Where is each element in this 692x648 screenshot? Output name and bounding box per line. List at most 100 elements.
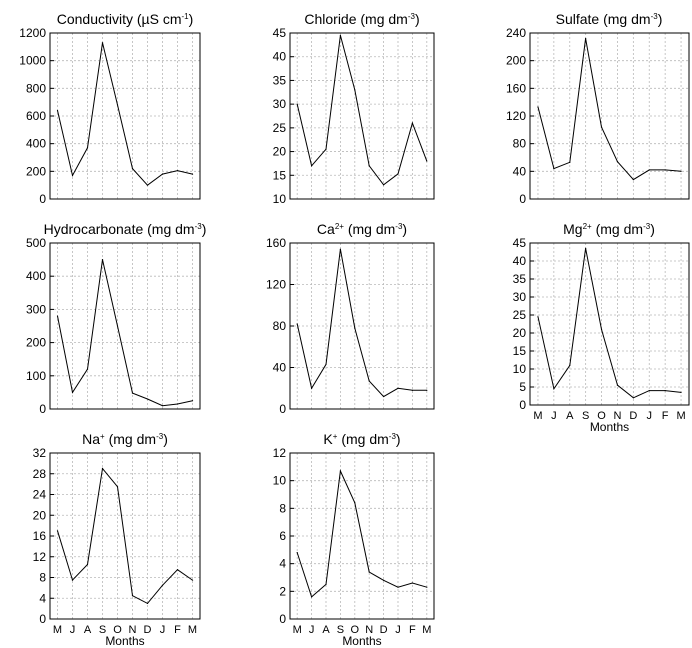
data-point [311, 387, 313, 389]
x-tick-label: M [422, 624, 431, 636]
y-tick-label: 40 [273, 361, 287, 375]
panel-title: Ca2+ (mg dm-3) [317, 221, 407, 237]
data-point [354, 89, 356, 91]
data-point [86, 368, 89, 370]
y-tick-label: 1200 [19, 26, 46, 40]
y-tick-label: 200 [26, 336, 46, 350]
series-line [57, 259, 193, 407]
x-tick-label: D [144, 624, 152, 636]
data-point [311, 596, 313, 598]
data-point [131, 392, 134, 394]
y-tick-label: 45 [513, 236, 527, 250]
data-point [664, 169, 666, 171]
data-point [86, 563, 89, 566]
title-text: ) [415, 11, 420, 27]
data-point [616, 384, 619, 386]
x-tick-label: N [365, 624, 373, 636]
panel-title: K+ (mg dm-3) [323, 431, 400, 447]
title-superscript: -1 [181, 12, 189, 21]
series-line [296, 249, 427, 398]
y-tick-label: 15 [513, 344, 527, 358]
title-superscript: -3 [408, 12, 416, 21]
data-point [56, 530, 59, 532]
title-text: ) [402, 221, 407, 237]
x-tick-label: A [84, 624, 92, 636]
data-point [56, 109, 59, 112]
x-tick-label: A [322, 624, 330, 636]
data-point [553, 388, 555, 390]
title-superscript: -3 [389, 432, 397, 441]
data-point [101, 467, 104, 470]
x-tick-label: M [293, 624, 302, 636]
data-point [600, 328, 603, 330]
x-tick-label: O [597, 410, 606, 422]
y-tick-label: 8 [39, 571, 46, 585]
data-point [397, 387, 399, 389]
title-text: Hydrocarbonate (mg dm [44, 221, 195, 237]
data-point [339, 248, 341, 250]
y-tick-label: 15 [273, 168, 287, 182]
x-tick-label: M [53, 624, 62, 636]
title-text: Mg [563, 221, 582, 237]
title-text: Sulfate (mg dm [556, 11, 651, 27]
y-tick-label: 2 [279, 584, 286, 598]
plot-frame [289, 242, 435, 410]
y-tick-label: 32 [33, 446, 47, 460]
y-tick-label: 160 [266, 236, 286, 250]
y-tick-label: 400 [26, 137, 46, 151]
data-point [161, 584, 164, 586]
x-tick-label: J [551, 410, 557, 422]
y-tick-label: 10 [273, 474, 287, 488]
data-point [569, 364, 571, 366]
data-point [383, 579, 385, 581]
data-point [680, 391, 682, 393]
data-point [325, 148, 327, 150]
data-point [176, 569, 179, 571]
y-tick-label: 4 [279, 557, 286, 571]
data-point [131, 595, 134, 597]
title-text: (mg dm [337, 431, 388, 447]
data-point [296, 323, 298, 325]
data-point [339, 470, 341, 472]
y-tick-label: 5 [519, 380, 526, 394]
y-tick-label: 400 [26, 269, 46, 283]
data-point [411, 389, 413, 391]
data-point [426, 586, 428, 588]
x-tick-label: N [129, 624, 137, 636]
title-superscript: 2+ [583, 222, 592, 231]
title-text: K [323, 431, 333, 447]
panel-1: Conductivity (µS cm-1) 0 200 400 600 800 1000 1… [19, 11, 201, 206]
title-superscript: -3 [195, 222, 203, 231]
y-tick-label: 20 [33, 508, 47, 522]
y-tick-label: 600 [26, 109, 46, 123]
data-point [368, 571, 370, 573]
y-tick-label: 0 [39, 612, 46, 626]
y-tick-label: 6 [279, 529, 286, 543]
plot-frame [529, 242, 690, 406]
y-tick-label: 12 [273, 446, 287, 460]
series-line [57, 42, 193, 186]
series-line [57, 467, 193, 605]
x-tick-label: M [676, 410, 685, 422]
y-tick-label: 500 [26, 236, 46, 250]
data-point [600, 126, 603, 128]
y-tick-label: 200 [26, 164, 46, 178]
panel-title: Sulfate (mg dm-3) [556, 11, 663, 27]
y-tick-label: 0 [279, 402, 286, 416]
x-axis-title: Months [590, 420, 629, 434]
y-tick-label: 12 [33, 550, 47, 564]
x-tick-label: J [647, 410, 653, 422]
x-tick-label: F [409, 624, 416, 636]
data-point [585, 37, 587, 40]
data-point [116, 104, 119, 106]
data-point [354, 327, 356, 329]
y-tick-label: 35 [273, 73, 287, 87]
plot-frame [289, 452, 435, 620]
data-point [397, 173, 399, 175]
y-tick-label: 160 [506, 81, 526, 95]
y-tick-label: 24 [33, 488, 47, 502]
title-superscript: + [100, 432, 105, 441]
panel-5: Ca2+ (mg dm-3) 0 40 80 120 160 [266, 221, 435, 416]
